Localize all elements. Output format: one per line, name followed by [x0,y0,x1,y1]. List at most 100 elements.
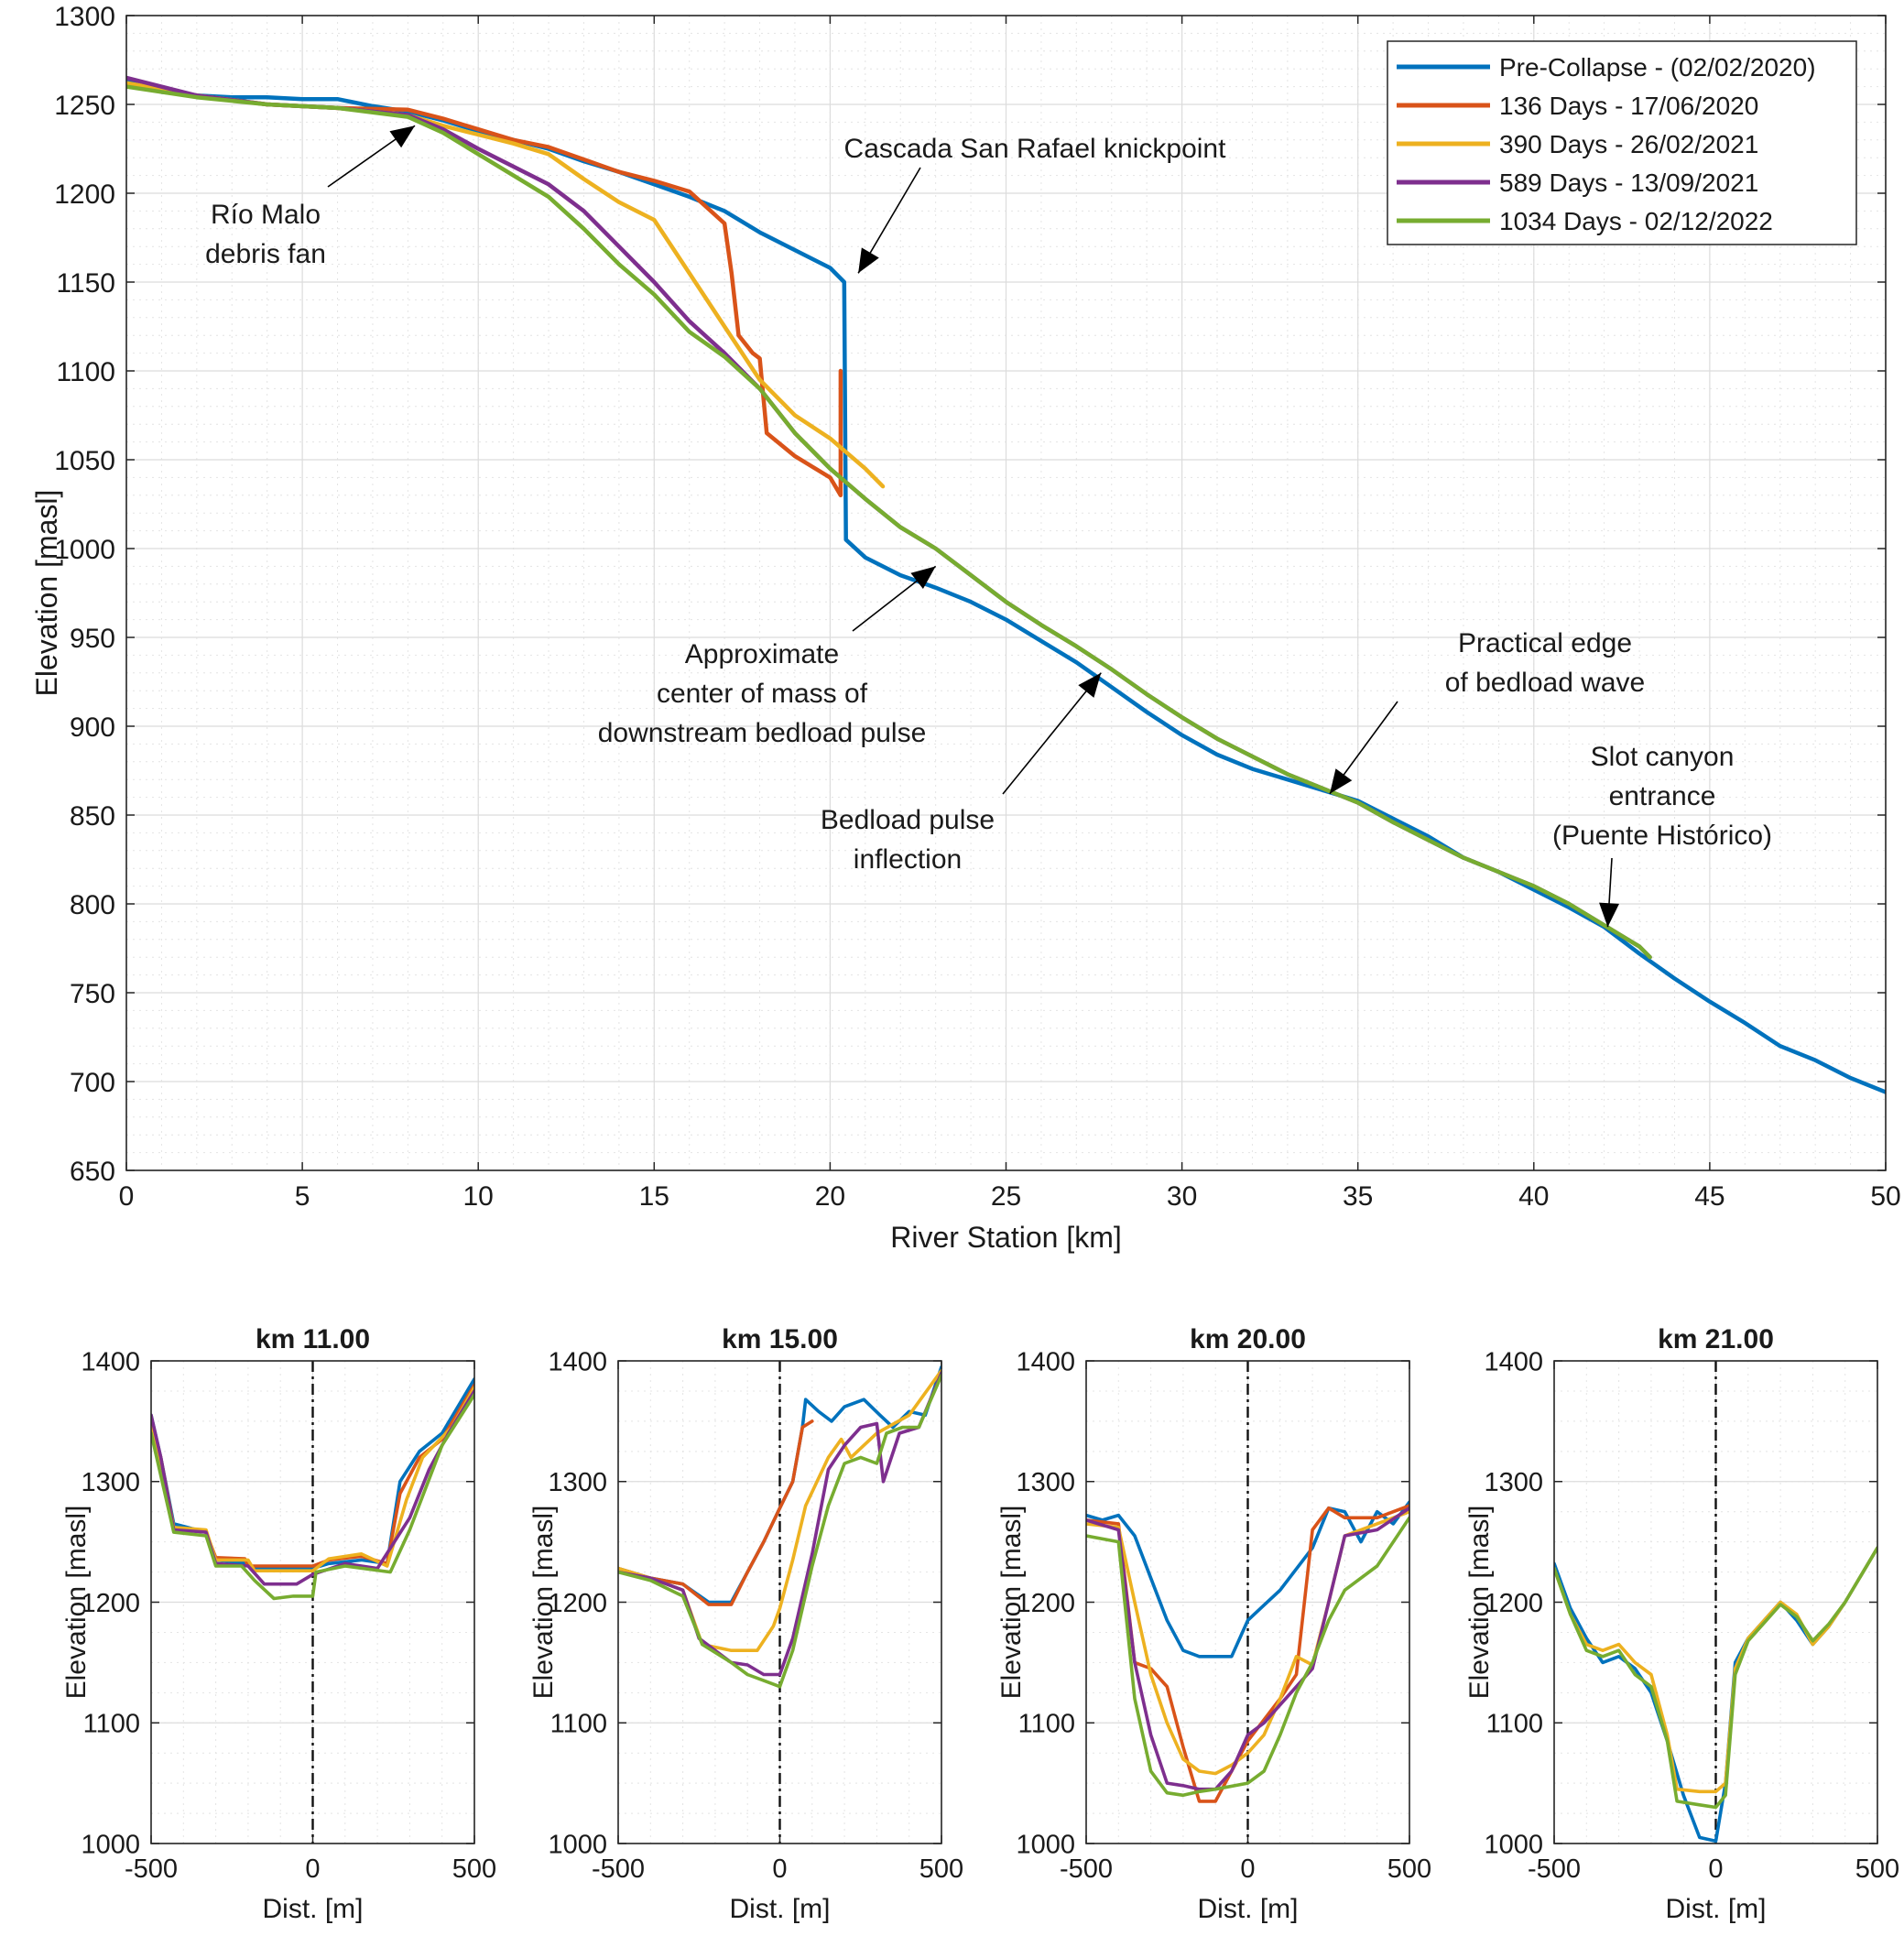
annotation-text: inflection [854,844,962,875]
series-line [151,1389,474,1586]
y-tick-label: 650 [70,1157,115,1187]
x-axis-label: Dist. [m] [263,1894,364,1924]
main-profile-chart: 0 5 10 15 20 25 30 35 40 45 50 650 700 750 800 850 900 95… [30,2,1901,1254]
annotation-text: Slot canyon [1591,742,1735,772]
y-tick-label: 1100 [1018,1710,1075,1739]
annotation-arrow [1002,672,1102,795]
series-group [1554,1546,1877,1844]
y-axis-label: Elevation [masl] [528,1506,559,1700]
x-tick-label: 0 [1240,1854,1255,1884]
series-line [618,1374,941,1689]
x-tick-label: 500 [919,1854,963,1884]
y-tick-label: 1100 [83,1710,140,1739]
x-tick-label: -500 [125,1854,178,1884]
cross-section-chart: -500 0 500 1000 1100 1200 1300 1400 Dist. [m] Ele… [1464,1324,1899,1924]
cross-section-chart: -500 0 500 1000 1100 1200 1300 1400 Dist. [m] Ele… [528,1324,963,1924]
x-tick-label: 10 [463,1181,494,1212]
legend-entry: 136 Days - 17/06/2020 [1499,92,1758,120]
arrow-head [389,125,416,148]
series-group [618,1365,941,1689]
series-group [1086,1500,1409,1803]
annotation-text: (Puente Histórico) [1552,821,1772,851]
chart-title: km 20.00 [1190,1324,1306,1354]
y-tick-label: 850 [70,801,115,832]
x-tick-label: -500 [1060,1854,1113,1884]
x-axis-label: Dist. [m] [1666,1894,1767,1924]
y-tick-label: 1300 [54,2,115,32]
y-tick-label: 700 [70,1068,115,1098]
y-tick-label: 1000 [1016,1830,1075,1859]
legend-entry: 589 Days - 13/09/2021 [1499,169,1758,197]
annotation-text: debris fan [205,239,326,269]
x-axis-label: Dist. [m] [730,1894,831,1924]
arrow-head [1329,768,1353,794]
y-tick-label: 1200 [548,1589,607,1618]
series-line [1554,1546,1877,1810]
legend-entry: 390 Days - 26/02/2021 [1499,130,1758,158]
x-axis-label: Dist. [m] [1198,1894,1299,1924]
annotation-text: downstream bedload pulse [598,718,927,748]
y-tick-label: 1000 [1484,1830,1543,1859]
series-line [1086,1516,1409,1798]
y-tick-label: 900 [70,712,115,743]
x-axis-label: River Station [km] [890,1221,1122,1254]
cross-section-chart: -500 0 500 1000 1100 1200 1300 1400 Dist. [m] Ele… [61,1324,496,1924]
y-axis-label: Elevation [masl] [61,1506,92,1700]
x-tick-label: 5 [295,1181,310,1212]
cross-section-chart: -500 0 500 1000 1100 1200 1300 1400 Dist. [m] Ele… [996,1324,1431,1924]
y-tick-label: 1100 [56,357,115,387]
annotation-text: of bedload wave [1445,668,1646,698]
y-tick-label: 1400 [1016,1347,1075,1376]
series-line [126,81,843,498]
y-tick-label: 1300 [81,1468,140,1497]
y-tick-label: 1000 [54,535,115,565]
y-tick-label: 1400 [1484,1347,1543,1376]
plot-frame [125,15,1887,1171]
annotation-text: Practical edge [1458,628,1632,658]
arrow-head [1078,672,1102,698]
plot-frame [1553,1360,1878,1844]
x-tick-label: 20 [815,1181,845,1212]
y-tick-label: 800 [70,890,115,920]
plot-frame [617,1360,942,1844]
arrow-head [858,247,879,274]
y-tick-label: 1300 [548,1468,607,1497]
x-tick-label: 30 [1167,1181,1197,1212]
x-tick-label: 0 [305,1854,320,1884]
series-group [126,75,1886,1094]
series-line [1086,1500,1409,1659]
arrow-head [1599,902,1620,928]
y-tick-label: 1000 [81,1830,140,1859]
y-tick-label: 1400 [81,1347,140,1376]
y-tick-label: 750 [70,979,115,1009]
annotation-text: Río Malo [211,200,321,230]
y-tick-label: 1100 [1486,1710,1543,1739]
y-axis-label: Elevation [masl] [996,1506,1027,1700]
series-line [126,81,886,489]
legend-entry: 1034 Days - 02/12/2022 [1499,207,1773,235]
x-tick-label: 40 [1518,1181,1549,1212]
y-tick-label: 1200 [81,1589,140,1618]
x-tick-label: 50 [1870,1181,1900,1212]
series-group [151,1377,474,1601]
y-tick-label: 1200 [54,179,115,210]
chart-title: km 21.00 [1658,1324,1774,1354]
x-tick-label: 15 [639,1181,669,1212]
x-tick-label: 0 [119,1181,135,1212]
x-tick-label: 500 [1387,1854,1431,1884]
y-tick-label: 1300 [1016,1468,1075,1497]
x-tick-label: 0 [1708,1854,1723,1884]
legend-entry: Pre-Collapse - (02/02/2020) [1499,53,1816,82]
x-tick-label: 500 [452,1854,496,1884]
x-tick-label: -500 [1528,1854,1581,1884]
y-tick-label: 1000 [548,1830,607,1859]
y-tick-label: 1300 [1484,1468,1543,1497]
plot-frame [1085,1360,1410,1844]
series-line [126,84,1652,960]
x-tick-label: -500 [592,1854,645,1884]
y-tick-label: 1150 [56,268,115,299]
x-tick-label: 500 [1855,1854,1899,1884]
y-tick-label: 1200 [1484,1589,1543,1618]
